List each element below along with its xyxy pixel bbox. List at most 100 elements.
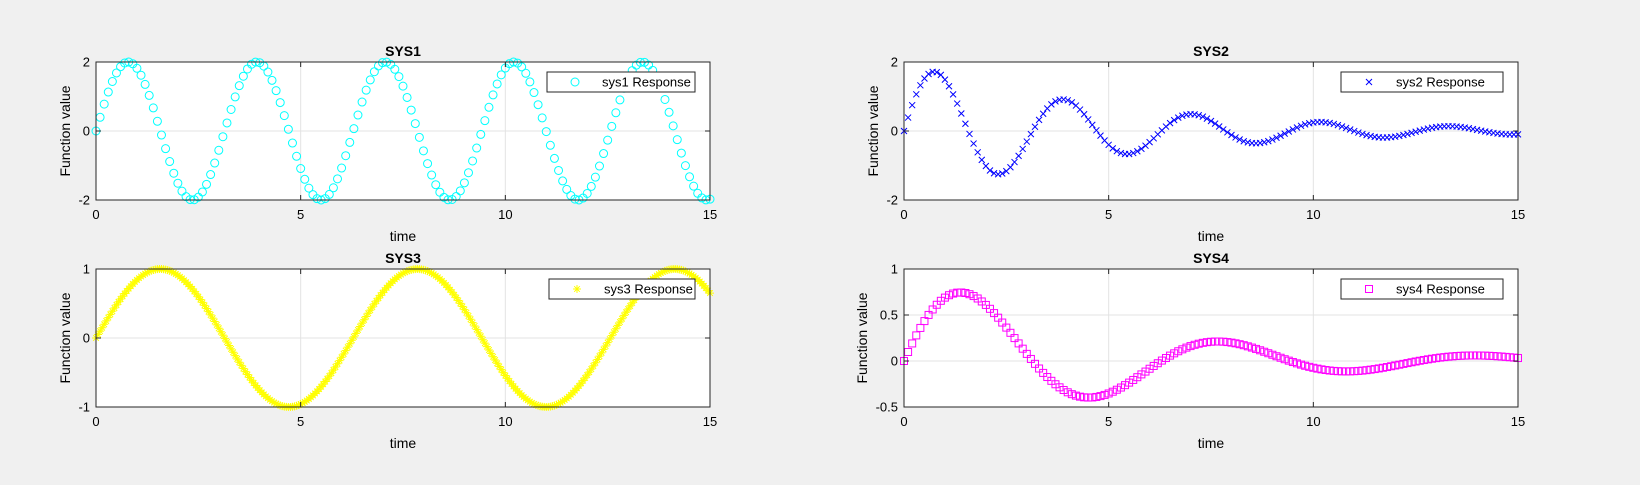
data-point (622, 308, 631, 317)
data-point (480, 339, 489, 348)
data-point (1215, 337, 1224, 346)
data-point (1305, 362, 1314, 371)
data-point (296, 164, 306, 174)
data-point (235, 358, 244, 367)
data-point (501, 371, 510, 380)
data-point (208, 314, 217, 323)
data-point (351, 329, 360, 338)
data-point (545, 140, 555, 150)
data-point (325, 371, 334, 380)
data-point (658, 267, 667, 276)
data-point (1358, 366, 1367, 375)
data-point (468, 156, 478, 166)
data-point (970, 140, 977, 147)
data-point (912, 90, 920, 98)
data-point (1362, 366, 1371, 375)
data-point (628, 298, 637, 307)
data-point (1133, 147, 1141, 155)
legend-marker (1365, 78, 1373, 86)
data-point (994, 313, 1003, 322)
data-point (328, 183, 338, 193)
data-point (425, 268, 434, 277)
x-tick-label: 0 (900, 414, 907, 429)
data-point (1468, 351, 1477, 360)
data-point (290, 402, 299, 411)
data-point (1456, 351, 1465, 360)
data-point (1141, 367, 1150, 376)
data-point (345, 137, 355, 147)
data-point (1493, 352, 1502, 361)
data-point (1227, 338, 1236, 347)
x-tick-label: 15 (703, 414, 717, 429)
data-point (1452, 352, 1461, 361)
data-point (1403, 359, 1412, 368)
data-point (482, 342, 491, 351)
data-point (456, 299, 465, 308)
data-point (111, 68, 121, 78)
data-point (1166, 351, 1175, 360)
data-point (597, 348, 606, 357)
data-point (365, 75, 375, 85)
data-point (1014, 339, 1023, 348)
data-point (300, 174, 310, 184)
x-tick-label: 5 (1105, 414, 1112, 429)
data-point (489, 352, 498, 361)
data-point (423, 159, 433, 169)
series-sys2 (900, 68, 1522, 178)
data-point (603, 338, 612, 347)
data-point (1071, 391, 1080, 400)
data-point (966, 130, 973, 138)
data-point (487, 349, 496, 358)
data-point (1321, 366, 1330, 375)
data-point (541, 127, 551, 137)
y-tick-label: 0 (891, 124, 898, 139)
legend-label: sys4 Response (1396, 282, 1485, 297)
data-point (1063, 388, 1072, 397)
data-point (372, 296, 381, 305)
data-point (271, 86, 281, 96)
data-point (149, 266, 158, 275)
data-point (593, 355, 602, 364)
data-point (1190, 340, 1199, 349)
data-point (1432, 354, 1441, 363)
data-point (1404, 130, 1411, 138)
data-point (1473, 351, 1482, 360)
data-point (587, 365, 596, 374)
data-point (556, 398, 565, 407)
data-point (480, 116, 490, 126)
data-point (978, 156, 986, 164)
y-tick-label: 0 (83, 331, 90, 346)
legend: sys2 Response (1340, 71, 1504, 93)
data-point (1391, 361, 1400, 370)
data-point (147, 266, 156, 275)
x-tick-label: 15 (1511, 207, 1525, 222)
data-point (1198, 338, 1207, 347)
y-axis-label: Function value (865, 85, 881, 176)
data-point (617, 314, 626, 323)
data-point (1191, 111, 1198, 118)
data-point (169, 268, 178, 277)
data-point (1289, 126, 1297, 133)
data-point (1052, 98, 1059, 105)
data-point (1088, 121, 1096, 129)
data-point (358, 319, 367, 328)
data-point (1097, 132, 1104, 139)
data-point (1440, 353, 1449, 362)
data-point (349, 332, 358, 341)
data-point (1055, 383, 1064, 392)
data-point (1161, 354, 1170, 363)
data-point (374, 294, 383, 303)
data-point (1100, 390, 1109, 399)
data-point (1022, 349, 1031, 358)
data-point (474, 328, 483, 337)
data-point (630, 295, 639, 304)
data-point (1436, 353, 1445, 362)
data-point (532, 400, 541, 409)
data-point (1211, 120, 1219, 128)
data-point (1219, 126, 1227, 133)
data-point (1153, 359, 1162, 368)
data-point (908, 339, 917, 348)
data-point (1416, 127, 1424, 134)
data-point (579, 376, 588, 385)
